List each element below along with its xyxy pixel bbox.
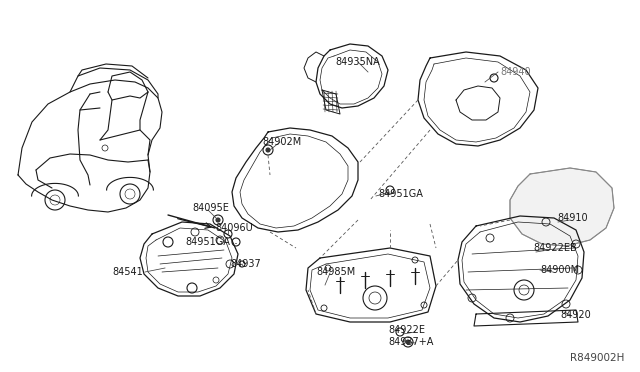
Circle shape (216, 218, 220, 222)
Text: 84902M: 84902M (262, 137, 301, 147)
Circle shape (266, 148, 270, 152)
Text: 84910: 84910 (557, 213, 588, 223)
Text: 84937+A: 84937+A (388, 337, 433, 347)
Text: 84935NA: 84935NA (335, 57, 380, 67)
Text: 84541: 84541 (112, 267, 143, 277)
Text: 84951GA: 84951GA (185, 237, 230, 247)
Text: R849002H: R849002H (570, 353, 625, 363)
Text: 84922EB: 84922EB (533, 243, 577, 253)
Text: 84937: 84937 (230, 259, 260, 269)
Text: 84900M: 84900M (540, 265, 579, 275)
Text: 84940: 84940 (500, 67, 531, 77)
Text: 84096U: 84096U (215, 223, 253, 233)
Text: 84951GA: 84951GA (378, 189, 423, 199)
Circle shape (406, 340, 410, 344)
Text: 84985M: 84985M (316, 267, 355, 277)
Text: 84095E: 84095E (192, 203, 229, 213)
Text: 84922E: 84922E (388, 325, 425, 335)
Polygon shape (510, 168, 614, 246)
Text: 84920: 84920 (560, 310, 591, 320)
